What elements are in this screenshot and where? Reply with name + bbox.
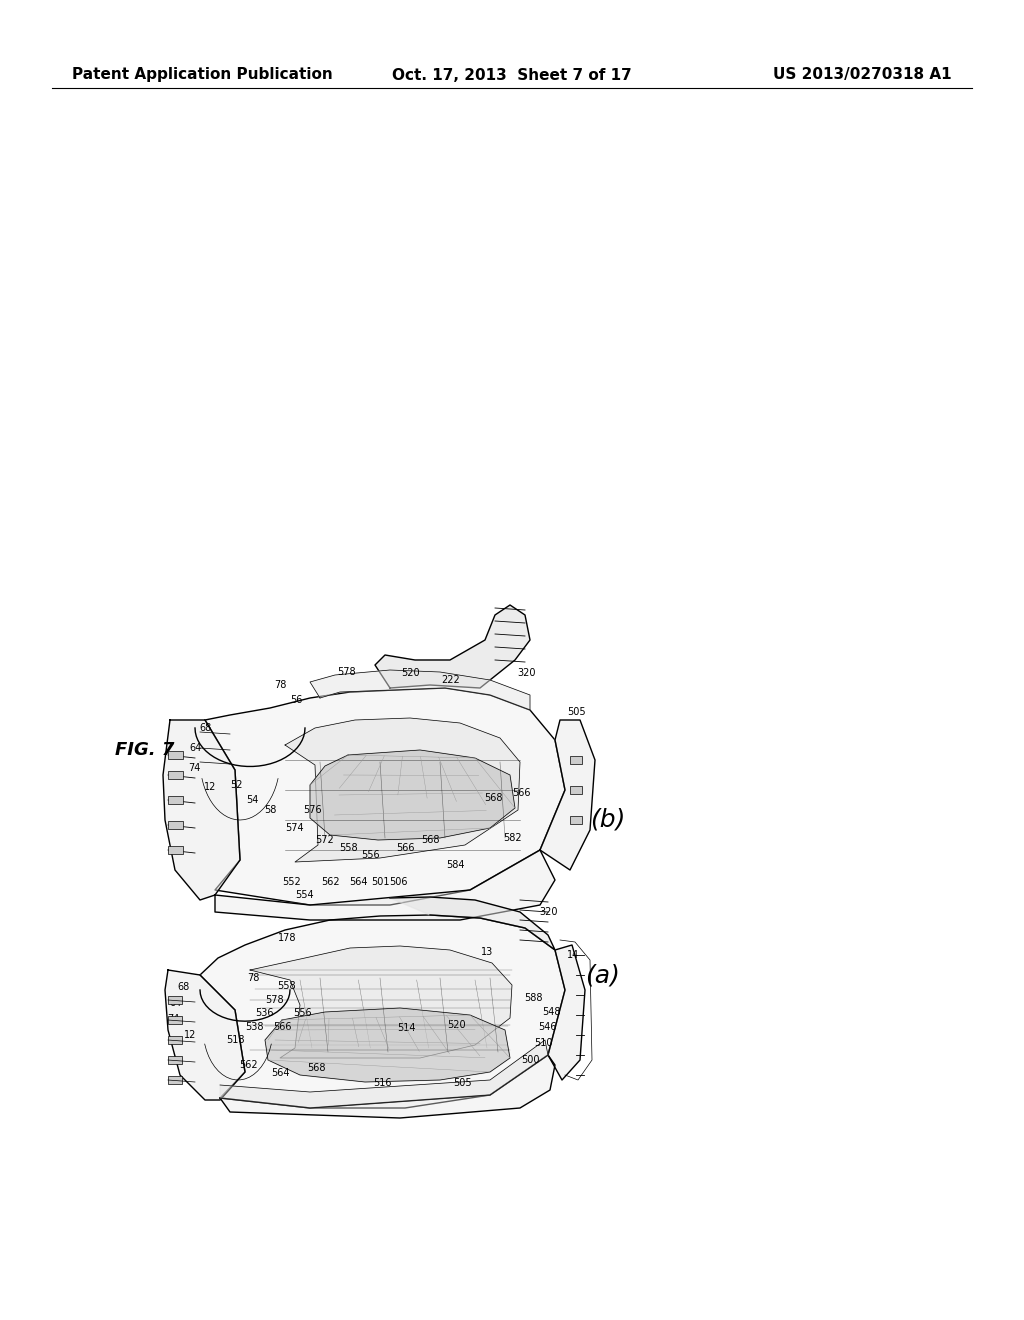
- Text: FIG. 7.: FIG. 7.: [115, 741, 181, 759]
- Text: 568: 568: [421, 836, 439, 845]
- Text: 564: 564: [270, 1068, 289, 1078]
- Text: 64: 64: [169, 998, 181, 1008]
- Polygon shape: [310, 750, 515, 840]
- Polygon shape: [390, 898, 555, 950]
- Text: 68: 68: [199, 723, 211, 733]
- Text: 520: 520: [447, 1020, 466, 1030]
- Text: 552: 552: [283, 876, 301, 887]
- Text: 576: 576: [303, 805, 322, 814]
- Text: 558: 558: [339, 843, 357, 853]
- Polygon shape: [540, 719, 595, 870]
- Text: Patent Application Publication: Patent Application Publication: [72, 67, 333, 82]
- Text: 548: 548: [542, 1007, 560, 1016]
- Text: 538: 538: [245, 1022, 263, 1032]
- Text: 14: 14: [567, 950, 580, 960]
- Text: 558: 558: [276, 981, 295, 991]
- Polygon shape: [310, 671, 530, 710]
- Text: 578: 578: [338, 667, 356, 677]
- Polygon shape: [165, 970, 245, 1100]
- Text: 501: 501: [371, 876, 389, 887]
- Text: 505: 505: [454, 1078, 472, 1088]
- Polygon shape: [200, 915, 565, 1107]
- Text: 78: 78: [273, 680, 286, 690]
- Text: 556: 556: [360, 850, 379, 861]
- FancyBboxPatch shape: [570, 756, 582, 764]
- FancyBboxPatch shape: [168, 1016, 182, 1024]
- Text: 320: 320: [518, 668, 537, 678]
- FancyBboxPatch shape: [168, 1076, 182, 1084]
- Text: 54: 54: [246, 795, 258, 805]
- Text: 588: 588: [523, 993, 543, 1003]
- Text: 578: 578: [265, 995, 285, 1005]
- Text: 222: 222: [441, 675, 461, 685]
- Text: 520: 520: [400, 668, 419, 678]
- Text: 64: 64: [189, 743, 202, 752]
- Text: US 2013/0270318 A1: US 2013/0270318 A1: [773, 67, 952, 82]
- Text: 12: 12: [204, 781, 216, 792]
- Text: 562: 562: [239, 1060, 257, 1071]
- Text: 320: 320: [540, 907, 558, 917]
- Polygon shape: [220, 1040, 548, 1107]
- Text: 58: 58: [264, 805, 276, 814]
- Polygon shape: [548, 945, 585, 1080]
- FancyBboxPatch shape: [570, 816, 582, 824]
- Polygon shape: [205, 688, 565, 906]
- Text: 536: 536: [255, 1008, 273, 1018]
- Text: 566: 566: [512, 788, 530, 799]
- Text: 74: 74: [167, 1014, 179, 1024]
- Polygon shape: [250, 946, 512, 1059]
- FancyBboxPatch shape: [168, 796, 183, 804]
- Text: 566: 566: [395, 843, 415, 853]
- Text: 506: 506: [389, 876, 408, 887]
- Text: 13: 13: [481, 946, 494, 957]
- Text: 568: 568: [307, 1063, 326, 1073]
- Text: Oct. 17, 2013  Sheet 7 of 17: Oct. 17, 2013 Sheet 7 of 17: [392, 67, 632, 82]
- Polygon shape: [375, 605, 530, 688]
- Text: 572: 572: [315, 836, 335, 845]
- Text: (a): (a): [585, 964, 620, 987]
- Text: 574: 574: [286, 822, 304, 833]
- Text: 74: 74: [187, 763, 200, 774]
- Polygon shape: [163, 719, 240, 900]
- FancyBboxPatch shape: [168, 1056, 182, 1064]
- Text: 554: 554: [296, 890, 314, 900]
- FancyBboxPatch shape: [168, 997, 182, 1005]
- Text: 516: 516: [373, 1078, 391, 1088]
- Text: 564: 564: [349, 876, 368, 887]
- Polygon shape: [215, 850, 555, 920]
- Text: 562: 562: [321, 876, 339, 887]
- Text: 178: 178: [278, 933, 296, 942]
- Text: 556: 556: [293, 1008, 311, 1018]
- FancyBboxPatch shape: [168, 751, 183, 759]
- Text: 505: 505: [567, 708, 587, 717]
- Polygon shape: [265, 1008, 510, 1082]
- Text: 568: 568: [483, 793, 502, 803]
- Text: 12: 12: [184, 1030, 197, 1040]
- Text: 52: 52: [229, 780, 243, 789]
- Text: 582: 582: [504, 833, 522, 843]
- FancyBboxPatch shape: [168, 821, 183, 829]
- Text: 584: 584: [445, 861, 464, 870]
- Text: 518: 518: [225, 1035, 245, 1045]
- Polygon shape: [220, 1055, 555, 1118]
- Text: 78: 78: [247, 973, 259, 983]
- FancyBboxPatch shape: [168, 771, 183, 779]
- Text: 56: 56: [290, 696, 302, 705]
- FancyBboxPatch shape: [168, 1036, 182, 1044]
- Text: 566: 566: [272, 1022, 291, 1032]
- Text: 68: 68: [178, 982, 190, 993]
- Text: 500: 500: [521, 1055, 540, 1065]
- Text: 514: 514: [396, 1023, 416, 1034]
- Polygon shape: [285, 718, 520, 862]
- Text: 546: 546: [538, 1022, 556, 1032]
- FancyBboxPatch shape: [168, 846, 183, 854]
- Text: 510: 510: [534, 1038, 552, 1048]
- FancyBboxPatch shape: [570, 785, 582, 795]
- Text: (b): (b): [590, 808, 626, 832]
